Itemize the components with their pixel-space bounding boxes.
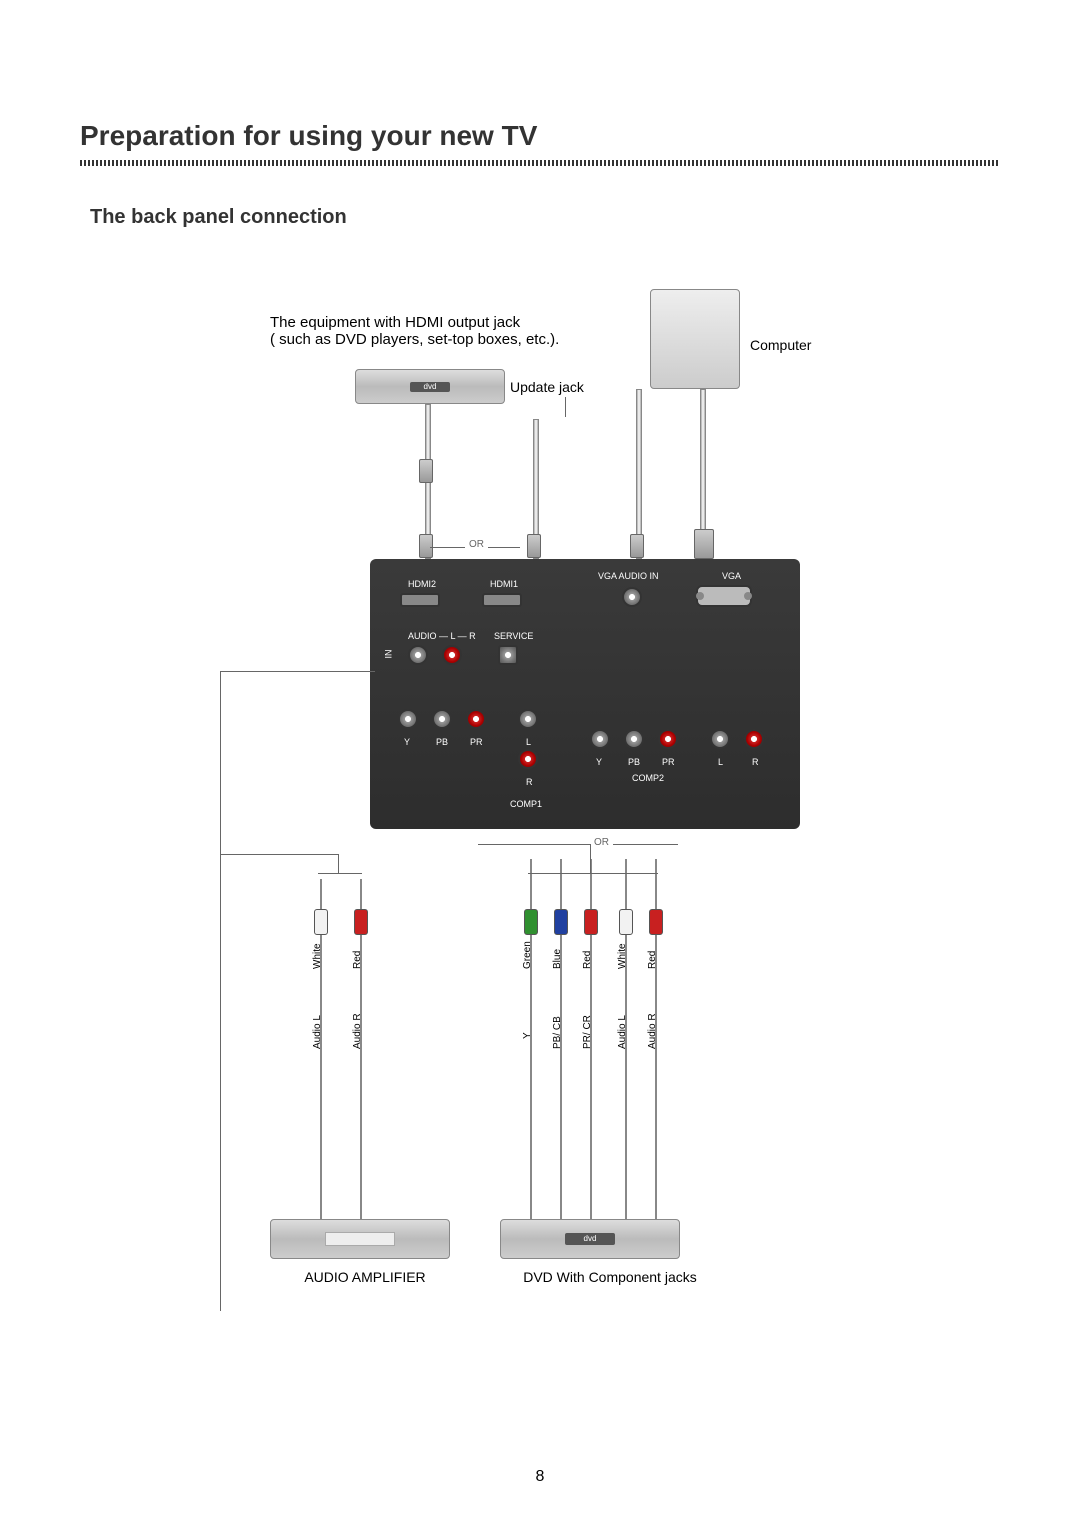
back-panel: HDMI2 HDMI1 VGA AUDIO IN VGA AUDIO — L —… xyxy=(370,559,800,829)
panel-comp2-r-label: R xyxy=(752,757,759,767)
comp-plug-pb-label: PB/ CB xyxy=(552,1016,563,1049)
hdmi-device-caption: The equipment with HDMI output jack ( su… xyxy=(270,314,559,348)
panel-hdmi2-label: HDMI2 xyxy=(408,579,436,589)
amp-group-stem xyxy=(338,854,339,874)
panel-comp1-r-label: R xyxy=(526,777,533,787)
comp-plug-y xyxy=(524,909,538,935)
panel-comp2-y-label: Y xyxy=(596,757,602,767)
port-comp1-l xyxy=(518,709,538,729)
amp-plug-r-color: Red xyxy=(352,951,363,969)
audio-amplifier-label: AUDIO AMPLIFIER xyxy=(275,1269,455,1285)
hdmi-plug-mid xyxy=(419,459,433,483)
panel-vga-audio-label: VGA AUDIO IN xyxy=(598,571,659,581)
port-comp1-y xyxy=(398,709,418,729)
comp-plug-y-label: Y xyxy=(522,1032,533,1039)
update-jack-line xyxy=(565,397,566,417)
port-comp1-pb xyxy=(432,709,452,729)
panel-y-label: Y xyxy=(404,737,410,747)
vga-audio-plug xyxy=(630,534,644,558)
port-hdmi2 xyxy=(400,593,440,607)
panel-comp1-l-label: L xyxy=(526,737,531,747)
section-title: The back panel connection xyxy=(90,206,1000,229)
or-bracket-bottom xyxy=(478,844,678,845)
panel-comp2-pb-label: PB xyxy=(628,757,640,767)
amp-group-link xyxy=(220,854,339,855)
port-vga xyxy=(696,585,752,607)
panel-comp2-l-label: L xyxy=(718,757,723,767)
port-comp2-pr xyxy=(658,729,678,749)
comp-plug-al xyxy=(619,909,633,935)
comp-plug-pr xyxy=(584,909,598,935)
amp-plug-r xyxy=(354,909,368,935)
audio-out-bracket-v xyxy=(220,671,221,1311)
amp-plug-l xyxy=(314,909,328,935)
page-title: Preparation for using your new TV xyxy=(80,120,1000,152)
audio-out-bracket-h xyxy=(220,671,375,672)
audio-amplifier-device xyxy=(270,1219,450,1259)
hdmi-source-device: dvd xyxy=(355,369,505,404)
comp-plug-al-color: White xyxy=(617,943,628,969)
comp-group-stem xyxy=(590,844,591,874)
port-comp2-r xyxy=(744,729,764,749)
computer-label: Computer xyxy=(750,337,811,353)
port-comp2-pb xyxy=(624,729,644,749)
amp-group-bracket xyxy=(318,873,362,874)
vga-plug xyxy=(694,529,714,559)
port-vga-audio xyxy=(622,587,642,607)
page-number: 8 xyxy=(536,1468,545,1486)
comp-plug-ar-color: Red xyxy=(647,951,658,969)
panel-service-label: SERVICE xyxy=(494,631,533,641)
panel-audio-lr-label: AUDIO — L — R xyxy=(408,631,476,641)
port-comp1-r xyxy=(518,749,538,769)
update-jack-label: Update jack xyxy=(510,379,584,395)
hdmi-caption-l2: ( such as DVD players, set-top boxes, et… xyxy=(270,331,559,348)
comp-group-bracket xyxy=(528,873,658,874)
port-audio-in-r xyxy=(442,645,462,665)
port-comp2-l xyxy=(710,729,730,749)
port-hdmi1 xyxy=(482,593,522,607)
service-plug xyxy=(527,534,541,558)
comp-plug-al-label: Audio L xyxy=(617,1015,628,1049)
or-label-bottom: OR xyxy=(590,837,613,848)
dvd-component-device: dvd xyxy=(500,1219,680,1259)
comp-plug-y-color: Green xyxy=(522,941,533,969)
amp-plug-r-label: Audio R xyxy=(352,1013,363,1049)
computer-device xyxy=(650,289,740,389)
dvd-component-label: DVD With Component jacks xyxy=(480,1269,740,1285)
port-audio-in-l xyxy=(408,645,428,665)
panel-pb-label: PB xyxy=(436,737,448,747)
port-comp2-y xyxy=(590,729,610,749)
dvd-disc-icon: dvd xyxy=(565,1233,615,1245)
panel-pr-label: PR xyxy=(470,737,483,747)
dvd-icon: dvd xyxy=(410,382,450,392)
panel-hdmi1-label: HDMI1 xyxy=(490,579,518,589)
connection-diagram: The equipment with HDMI output jack ( su… xyxy=(80,289,1000,1289)
comp-plug-pb-color: Blue xyxy=(552,949,563,969)
title-underline xyxy=(80,160,1000,166)
or-label-top: OR xyxy=(465,539,488,550)
amp-plug-l-color: White xyxy=(312,943,323,969)
panel-comp2-pr-label: PR xyxy=(662,757,675,767)
comp-plug-pr-color: Red xyxy=(582,951,593,969)
panel-vga-label: VGA xyxy=(722,571,741,581)
panel-comp2-label: COMP2 xyxy=(632,773,664,783)
port-service xyxy=(498,645,518,665)
amp-plug-l-label: Audio L xyxy=(312,1015,323,1049)
comp-plug-pr-label: PR/ CR xyxy=(582,1015,593,1049)
hdmi-plug-bottom xyxy=(419,534,433,558)
comp-plug-ar xyxy=(649,909,663,935)
comp-plug-pb xyxy=(554,909,568,935)
port-comp1-pr xyxy=(466,709,486,729)
panel-in-label: IN xyxy=(384,650,394,659)
panel-comp1-label: COMP1 xyxy=(510,799,542,809)
comp-plug-ar-label: Audio R xyxy=(647,1013,658,1049)
hdmi-caption-l1: The equipment with HDMI output jack xyxy=(270,314,520,331)
amp-display xyxy=(325,1232,395,1246)
